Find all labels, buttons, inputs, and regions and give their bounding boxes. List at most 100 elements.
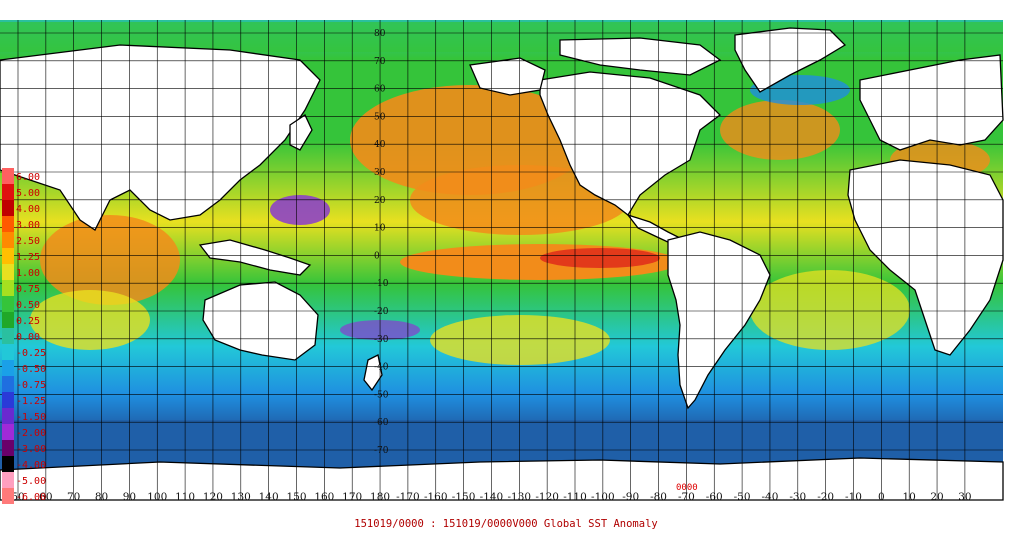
colorbar: 6.00 5.00 4.00 3.00 2.50 1.25 1.00 0.75 0.50 0.25… bbox=[2, 168, 46, 504]
longitude-label: 180 bbox=[370, 491, 390, 503]
colorbar-label: -3.00 bbox=[16, 444, 46, 455]
longitude-label: -150 bbox=[452, 491, 476, 503]
longitude-labels: 50 60 70 80 90 100 110 120 130 140 150 160 170 180 -17… bbox=[11, 491, 971, 503]
indonesia bbox=[198, 239, 312, 276]
colorbar-label: -0.25 bbox=[16, 348, 46, 359]
colorbar-label: 6.00 bbox=[16, 172, 40, 183]
latitude-label: -60 bbox=[374, 418, 389, 428]
colorbar-swatch bbox=[2, 472, 14, 488]
latitude-label: -40 bbox=[374, 363, 389, 373]
colorbar-label: 0.75 bbox=[16, 284, 40, 295]
colorbar-label: 5.00 bbox=[16, 188, 40, 199]
longitude-label: -140 bbox=[480, 491, 504, 503]
longitude-label: 160 bbox=[314, 491, 334, 503]
longitude-label: -30 bbox=[789, 491, 806, 503]
colorbar-swatch bbox=[2, 264, 14, 280]
colorbar-label: 1.00 bbox=[16, 268, 40, 279]
longitude-label: 130 bbox=[231, 491, 251, 503]
colorbar-swatch bbox=[2, 408, 14, 424]
longitude-label: 10 bbox=[903, 491, 916, 503]
latitude-label: 70 bbox=[374, 57, 386, 67]
longitude-label: -110 bbox=[563, 491, 587, 503]
longitude-label: -120 bbox=[535, 491, 559, 503]
north-america bbox=[539, 71, 721, 216]
longitude-label: -50 bbox=[734, 491, 751, 503]
longitude-label: -80 bbox=[650, 491, 667, 503]
longitude-label: 60 bbox=[39, 491, 52, 503]
colorbar-swatch bbox=[2, 488, 14, 504]
longitude-label: 100 bbox=[147, 491, 167, 503]
new-zealand bbox=[363, 354, 383, 392]
warm-anomaly-south-atlantic bbox=[750, 270, 910, 350]
colorbar-swatch bbox=[2, 312, 14, 328]
el-nino-core bbox=[540, 248, 660, 268]
cool-anomaly-west-pacific bbox=[270, 195, 330, 225]
warm-anomaly-north-atlantic bbox=[720, 100, 840, 160]
europe bbox=[859, 54, 1004, 151]
antarctica bbox=[0, 457, 1004, 501]
latitude-label: 30 bbox=[374, 168, 386, 178]
longitude-label: 150 bbox=[286, 491, 306, 503]
latitude-label: -10 bbox=[374, 279, 389, 289]
colorbar-swatch bbox=[2, 184, 14, 200]
colorbar-swatch bbox=[2, 328, 14, 344]
longitude-label: -170 bbox=[396, 491, 420, 503]
longitude-label: 90 bbox=[123, 491, 136, 503]
longitude-label: -60 bbox=[706, 491, 723, 503]
arctic-canada bbox=[559, 37, 722, 76]
colorbar-swatch bbox=[2, 392, 14, 408]
colorbar-swatch bbox=[2, 200, 14, 216]
longitude-label: 80 bbox=[95, 491, 108, 503]
longitude-label: -70 bbox=[678, 491, 695, 503]
colorbar-label: 2.50 bbox=[16, 236, 40, 247]
colorbar-label: -2.00 bbox=[16, 428, 46, 439]
colorbar-label: -1.50 bbox=[16, 412, 46, 423]
greenland bbox=[734, 27, 847, 93]
colorbar-swatch bbox=[2, 248, 14, 264]
longitude-label: -90 bbox=[622, 491, 639, 503]
longitude-label: 170 bbox=[342, 491, 362, 503]
longitude-label: 140 bbox=[259, 491, 279, 503]
latitude-label: -30 bbox=[374, 335, 389, 345]
colorbar-swatch bbox=[2, 376, 14, 392]
colorbar-swatch bbox=[2, 280, 14, 296]
colorbar-swatch bbox=[2, 440, 14, 456]
longitude-label: 120 bbox=[203, 491, 223, 503]
latitude-label: -20 bbox=[374, 307, 389, 317]
colorbar-swatch bbox=[2, 168, 14, 184]
map-caption: 151019/0000 : 151019/0000V000 Global SST… bbox=[354, 518, 657, 530]
alaska bbox=[469, 57, 546, 96]
latitude-label: -70 bbox=[374, 446, 389, 456]
colorbar-label: -6.00 bbox=[16, 492, 46, 503]
latitude-label: 80 bbox=[374, 29, 386, 39]
latitude-label: 20 bbox=[374, 196, 386, 206]
latitude-label: 50 bbox=[374, 112, 386, 122]
latitude-labels: 80 70 60 50 40 30 20 10 0 -10 -20 -30 -40 -50 -60 -70 bbox=[374, 29, 389, 456]
longitude-label: 50 bbox=[11, 491, 24, 503]
latitude-label: -50 bbox=[374, 390, 389, 400]
latitude-label: 40 bbox=[374, 140, 386, 150]
colorbar-swatch bbox=[2, 232, 14, 248]
colorbar-label: -0.75 bbox=[16, 380, 46, 391]
south-america bbox=[667, 231, 771, 410]
warm-anomaly-south-indian bbox=[30, 290, 150, 350]
colorbar-label: 3.00 bbox=[16, 220, 40, 231]
warm-anomaly-south-pacific bbox=[430, 315, 610, 365]
longitude-label: 110 bbox=[175, 491, 195, 503]
longitude-label: -40 bbox=[761, 491, 778, 503]
longitude-label: -20 bbox=[817, 491, 834, 503]
colorbar-label: 1.25 bbox=[16, 252, 40, 263]
colorbar-swatch bbox=[2, 360, 14, 376]
longitude-label: -10 bbox=[845, 491, 862, 503]
colorbar-label: -5.00 bbox=[16, 476, 46, 487]
colorbar-label: -4.00 bbox=[16, 460, 46, 471]
antarctic-band bbox=[0, 420, 1003, 460]
colorbar-label: 4.00 bbox=[16, 204, 40, 215]
colorbar-swatch bbox=[2, 424, 14, 440]
lat-lon-grid bbox=[0, 20, 1003, 500]
warm-anomaly-indian-ocean bbox=[40, 215, 180, 305]
latitude-label: 10 bbox=[374, 224, 386, 234]
longitude-label: -100 bbox=[591, 491, 615, 503]
longitude-label: 30 bbox=[958, 491, 971, 503]
